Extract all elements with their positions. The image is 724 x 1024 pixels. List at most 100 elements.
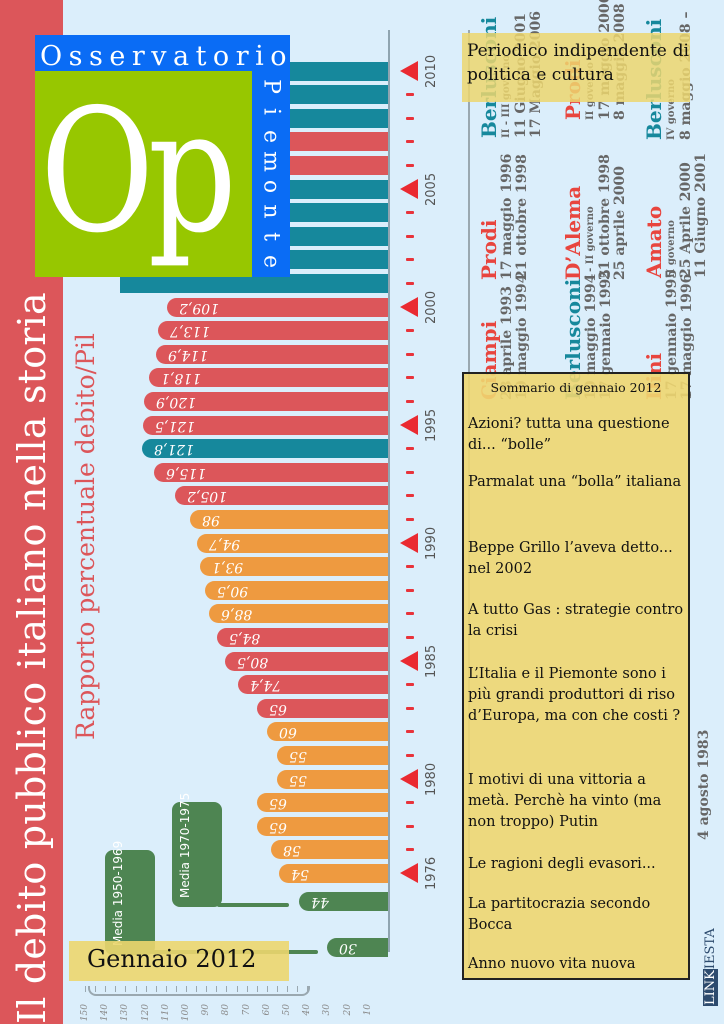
linkiesta-part1: LINK (703, 969, 718, 1006)
axis-tick-label: 80 (221, 1004, 232, 1016)
bar-value-label: 54 (290, 866, 309, 882)
bar-1981: 55 (276, 746, 388, 765)
chart-subtitle: Rapporto percentuale debito/Pil (71, 333, 100, 740)
bar-value-label: 74,4 (249, 677, 281, 694)
bar-1986: 84,5 (217, 628, 388, 647)
government-note: II governo (666, 220, 677, 278)
bar-1980: 55 (276, 769, 388, 789)
bar-value-label: 93,1 (211, 559, 244, 576)
axis-tick-label: 70 (241, 1004, 252, 1016)
axis-tick (276, 986, 278, 992)
summary-item[interactable]: L’Italia e il Piemonte sono i più grandi… (468, 666, 681, 724)
periodico-text: Periodico indipendente di politica e cul… (467, 41, 689, 85)
bar-value-label: 44 (311, 894, 329, 910)
year-label: 1990 (424, 526, 439, 560)
axis-tick-label: 120 (140, 1004, 151, 1022)
summary-item[interactable]: Anno nuovo vita nuova (468, 956, 636, 972)
government-date: 21 ottobre 1998 (514, 154, 530, 280)
media-1970-1975-stem (217, 903, 289, 907)
bar-value-label: 65 (268, 700, 287, 717)
average-bar: 44 (299, 892, 388, 911)
year-tick (406, 164, 414, 167)
bar-value-label: 105,2 (187, 488, 228, 505)
year-tick (406, 282, 414, 285)
bar-value-label: 115,6 (166, 464, 207, 481)
bar-value-label: 55 (288, 748, 307, 764)
government-entry: Prodi 17 maggio 1996 21 ottobre 1998 (477, 154, 530, 280)
axis-tick (145, 986, 147, 992)
bar-value-label: 120,9 (155, 394, 196, 410)
year-tick (406, 329, 414, 333)
year-label: 1985 (424, 644, 439, 678)
bar-value-label: 80,5 (237, 653, 269, 670)
axis-tick (246, 986, 248, 992)
bar-1985: 80,5 (225, 651, 388, 671)
axis-tick-label: 30 (322, 1004, 333, 1016)
axis-tick (175, 986, 177, 992)
axis-tick-label: 50 (282, 1004, 292, 1016)
axis-tick (155, 986, 157, 992)
summary-item[interactable]: Le ragioni degli evasori... (468, 856, 656, 872)
bar-1994: 121,8 (141, 439, 388, 459)
year-tick (406, 258, 414, 262)
year-tick (406, 140, 414, 144)
government-name: D’Alema (561, 185, 585, 280)
year-tick (406, 824, 414, 828)
year-tick (406, 588, 414, 592)
bar-value-label: 84,5 (229, 630, 261, 646)
year-label: 2000 (424, 290, 439, 324)
summary-item[interactable]: A tutto Gas : strategie contro la crisi (468, 602, 684, 639)
average-bar: 30 (327, 938, 388, 957)
chart-baseline (388, 30, 390, 952)
year-tick (406, 93, 414, 97)
summary-item[interactable]: Beppe Grillo l’aveva detto... nel 2002 (468, 540, 673, 577)
axis-tick (206, 986, 208, 992)
bar-value-label: 121,8 (153, 441, 195, 458)
year-tick (406, 234, 414, 238)
bar-1998: 114,9 (155, 344, 388, 364)
logo-initials: Op (40, 73, 237, 271)
media-1970-1975-box: Media 1970-1975 (172, 793, 222, 907)
year-label: 2005 (424, 172, 439, 206)
bar-1990: 94,7 (196, 533, 388, 553)
year-marker-triangle-icon (400, 60, 418, 81)
year-tick (406, 116, 414, 120)
summary-box: Sommario di gennaio 2012 Azioni? tutta u… (462, 372, 690, 980)
year-tick (406, 683, 414, 687)
axis-tick-label: 10 (362, 1004, 373, 1016)
summary-item[interactable]: La partitocrazia secondo Bocca (468, 896, 651, 933)
year-marker-triangle-icon (400, 532, 418, 553)
year-tick (406, 494, 414, 498)
year-marker-triangle-icon (400, 178, 418, 199)
government-entry: D’Alema I - II governo 21 ottobre 1998 25 a… (561, 154, 628, 280)
x-axis (88, 986, 310, 996)
bar-1978: 65 (256, 816, 388, 836)
issue-date: Gennaio 2012 (87, 945, 257, 973)
bar-value-label: 60 (278, 724, 297, 741)
axis-tick (236, 986, 238, 992)
bar-1984: 74,4 (237, 675, 388, 695)
bar-2001 (120, 274, 388, 293)
logo-side-letter: e (258, 254, 284, 269)
year-marker-triangle-icon (400, 296, 418, 317)
bar-1988: 90,5 (205, 580, 388, 600)
government-name: Amato (642, 205, 666, 278)
year-tick (406, 754, 414, 757)
bar-1992: 105,2 (175, 486, 388, 506)
summary-item[interactable]: I motivi di una vittoria a metà. Perchè … (468, 772, 662, 830)
issue-banner: Gennaio 2012 (69, 941, 289, 981)
year-tick (406, 518, 414, 521)
year-tick (406, 470, 414, 474)
bar-1993: 115,6 (154, 462, 388, 482)
summary-item[interactable]: Parmalat una “bolla” italiana (468, 474, 682, 490)
summary-item[interactable]: Azioni? tutta una questione di... “bolle… (468, 416, 670, 453)
year-tick (406, 801, 414, 805)
linkiesta-logo: LINKIESTA (703, 928, 719, 1006)
axis-tick (297, 986, 299, 992)
axis-tick (95, 986, 97, 992)
government-note: I - II governo (585, 206, 596, 280)
page-title: Il debito pubblico italiano nella storia (10, 292, 54, 1024)
year-tick (406, 211, 414, 215)
year-label: 1980 (424, 762, 439, 796)
